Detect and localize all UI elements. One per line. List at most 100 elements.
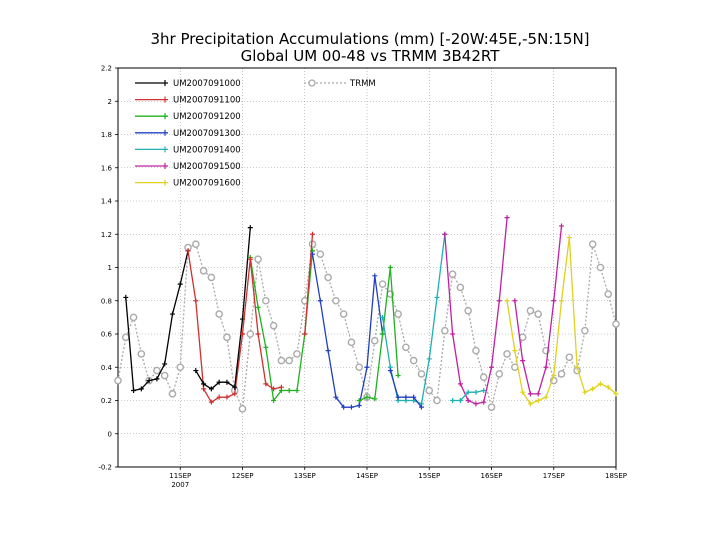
- x-tick-label: 17SEP: [543, 472, 565, 480]
- data-point: [465, 398, 471, 403]
- data-point: [372, 273, 378, 279]
- data-point: [441, 326, 449, 335]
- data-point: [207, 273, 216, 282]
- y-tick-label: 0: [108, 430, 112, 438]
- axes: -0.2 0 0.2 0.4 0.6 0.8 1 1.2 1.4 1.6 1.8 2 2.2 11SEP 1…: [98, 65, 627, 490]
- data-point: [582, 389, 588, 395]
- data-point: [192, 240, 200, 249]
- legend-label: UM2007091500: [173, 162, 241, 172]
- legend-label: UM2007091400: [173, 145, 241, 155]
- data-point: [433, 396, 441, 405]
- chart-subtitle: Global UM 00-48 vs TRMM 3B42RT: [241, 47, 501, 65]
- data-point: [114, 376, 122, 385]
- data-point: [411, 394, 417, 400]
- legend-entry: UM2007091000: [135, 79, 241, 89]
- data-point: [574, 364, 580, 370]
- series-line: [358, 267, 399, 402]
- data-point: [495, 370, 504, 378]
- series-UM2007091300-c: [356, 265, 401, 403]
- data-point: [263, 344, 269, 350]
- data-point: [254, 255, 262, 263]
- data-point: [504, 215, 510, 221]
- data-point: [512, 348, 518, 354]
- data-point: [394, 310, 402, 318]
- data-point: [504, 298, 510, 304]
- data-point: [129, 313, 138, 322]
- data-point: [535, 398, 541, 403]
- y-tick-label: 1.6: [101, 164, 113, 172]
- x-year-label: 2007: [171, 481, 189, 489]
- data-point: [489, 364, 494, 370]
- data-point: [232, 384, 238, 390]
- y-tick-label: 2.2: [101, 65, 112, 73]
- x-tick-label: 15SEP: [418, 472, 440, 480]
- data-point: [269, 321, 278, 330]
- x-tick-label: 12SEP: [232, 472, 254, 480]
- data-point: [137, 350, 146, 358]
- x-tick-label: 13SEP: [294, 472, 316, 480]
- legend-label: UM2007091100: [173, 96, 241, 106]
- y-tick-label: 1.2: [101, 231, 112, 239]
- data-point: [581, 326, 589, 335]
- series-UM2007091100-end: [193, 225, 253, 392]
- data-point: [277, 356, 286, 365]
- series-line: [195, 227, 251, 390]
- data-point: [169, 311, 175, 317]
- data-point: [425, 386, 434, 395]
- data-point: [356, 402, 362, 408]
- data-point: [324, 273, 332, 282]
- data-point: [450, 331, 456, 337]
- data-point: [559, 223, 565, 229]
- data-point: [417, 370, 426, 378]
- data-point: [543, 364, 549, 370]
- data-point: [378, 280, 387, 288]
- data-point: [456, 283, 465, 292]
- data-point: [215, 310, 223, 318]
- data-point: [380, 314, 386, 320]
- data-point: [503, 350, 511, 358]
- series-UM2007091300-b: [302, 231, 316, 337]
- data-point: [333, 394, 339, 400]
- y-tick-label: -0.2: [98, 464, 112, 472]
- data-point: [465, 389, 471, 395]
- data-point: [597, 381, 603, 387]
- data-point: [387, 368, 393, 374]
- legend-label: UM2007091000: [173, 79, 241, 89]
- data-point: [526, 306, 535, 315]
- data-point: [176, 363, 185, 372]
- data-point: [121, 333, 130, 342]
- data-point: [535, 391, 541, 397]
- data-point: [247, 256, 253, 262]
- data-point: [341, 404, 347, 410]
- series-UM2007091400-b: [387, 368, 424, 410]
- legend-label: TRMM: [349, 79, 376, 89]
- data-point: [146, 378, 152, 384]
- data-point: [520, 358, 526, 364]
- data-point: [464, 306, 472, 315]
- data-point: [131, 388, 137, 394]
- data-point: [442, 231, 448, 237]
- series-UM2007091400: [380, 231, 448, 407]
- x-tick-label: 16SEP: [481, 472, 503, 480]
- y-tick-label: 1: [108, 264, 112, 272]
- y-tick-label: 0.8: [101, 297, 112, 305]
- data-point: [409, 356, 418, 365]
- data-point: [216, 394, 222, 400]
- data-point: [232, 391, 238, 397]
- data-point: [543, 394, 549, 400]
- data-point: [512, 298, 518, 304]
- data-point: [356, 398, 362, 403]
- legend-label: UM2007091200: [173, 112, 241, 122]
- data-point: [271, 398, 277, 403]
- series-line: [311, 254, 384, 408]
- data-point: [551, 298, 557, 304]
- data-point: [348, 404, 354, 410]
- data-point: [238, 405, 247, 413]
- data-point: [293, 350, 301, 358]
- data-point: [403, 394, 409, 400]
- data-point: [208, 399, 214, 405]
- series-line: [249, 250, 314, 403]
- data-point: [557, 370, 566, 378]
- data-point: [317, 298, 323, 304]
